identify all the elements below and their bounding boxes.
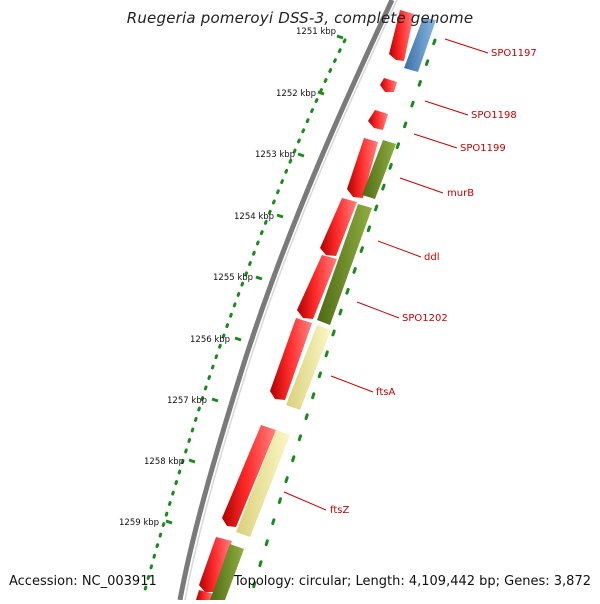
label-leader: [399, 177, 444, 194]
scale-tick: [297, 152, 305, 158]
gene-feature-red[interactable]: [380, 78, 397, 92]
scale-tick: [255, 275, 263, 281]
scale-label: 1253 kbp: [255, 150, 295, 160]
gene-feature-red[interactable]: [368, 110, 388, 130]
gene-feature-red[interactable]: [270, 318, 312, 400]
scale-label: 1258 kbp: [144, 457, 184, 467]
gene-feature-yellow[interactable]: [286, 325, 331, 410]
gene-feature-blue[interactable]: [404, 18, 436, 72]
genome-summary-text: Topology: circular; Length: 4,109,442 bp…: [233, 574, 591, 589]
scale-tick: [211, 397, 219, 403]
gene-label-spo1199[interactable]: SPO1199: [460, 143, 506, 154]
label-leader: [377, 240, 422, 258]
label-leader: [283, 491, 327, 511]
scale-tick: [165, 519, 173, 525]
gene-feature-yellow[interactable]: [236, 430, 290, 537]
genome-backbone: [177, 0, 395, 601]
scale-label: 1259 kbp: [119, 518, 159, 528]
scale-dotted-arc: [143, 38, 347, 592]
scale-label: 1256 kbp: [190, 335, 230, 345]
gene-label-spo1197[interactable]: SPO1197: [491, 48, 537, 59]
gene-feature-red[interactable]: [297, 255, 337, 319]
accession-text: Accession: NC_003911: [9, 574, 157, 589]
scale-tick: [276, 213, 284, 219]
gene-label-ddl[interactable]: ddl: [424, 252, 439, 263]
gene-label-murb[interactable]: murB: [447, 188, 474, 199]
gene-feature-olive[interactable]: [210, 544, 244, 600]
label-leader: [444, 38, 489, 54]
scale-ticks: [165, 34, 344, 525]
gene-feature-olive[interactable]: [317, 204, 372, 325]
genome-backbone-highlight: [184, 0, 398, 601]
scale-label: 1257 kbp: [167, 396, 207, 406]
gene-feature-red[interactable]: [347, 138, 378, 198]
gene-label-ftsa[interactable]: ftsA: [376, 387, 395, 398]
scale-label: 1255 kbp: [213, 273, 253, 283]
scale-tick: [317, 90, 325, 96]
gene-feature-red[interactable]: [196, 590, 214, 600]
gene-feature-red[interactable]: [320, 198, 357, 256]
scale-label: 1251 kbp: [296, 27, 336, 37]
gene-feature-red[interactable]: [199, 537, 232, 592]
label-leader: [330, 375, 374, 393]
gene-label-ftsz[interactable]: ftsZ: [330, 505, 349, 516]
scale-label: 1254 kbp: [234, 212, 274, 222]
label-leader: [413, 133, 458, 149]
map-title: Ruegeria pomeroyi DSS-3, complete genome: [126, 9, 474, 27]
gene-feature-olive[interactable]: [362, 140, 396, 199]
label-leader: [424, 100, 469, 116]
label-leader: [356, 301, 400, 319]
scale-tick: [234, 336, 242, 342]
gene-label-spo1202[interactable]: SPO1202: [402, 313, 448, 324]
gene-feature-red[interactable]: [222, 425, 276, 527]
scale-tick: [336, 34, 344, 40]
scale-tick: [188, 458, 196, 464]
gene-feature-red[interactable]: [389, 10, 414, 61]
scale-label: 1252 kbp: [276, 89, 316, 99]
gene-label-spo1198[interactable]: SPO1198: [471, 110, 517, 121]
